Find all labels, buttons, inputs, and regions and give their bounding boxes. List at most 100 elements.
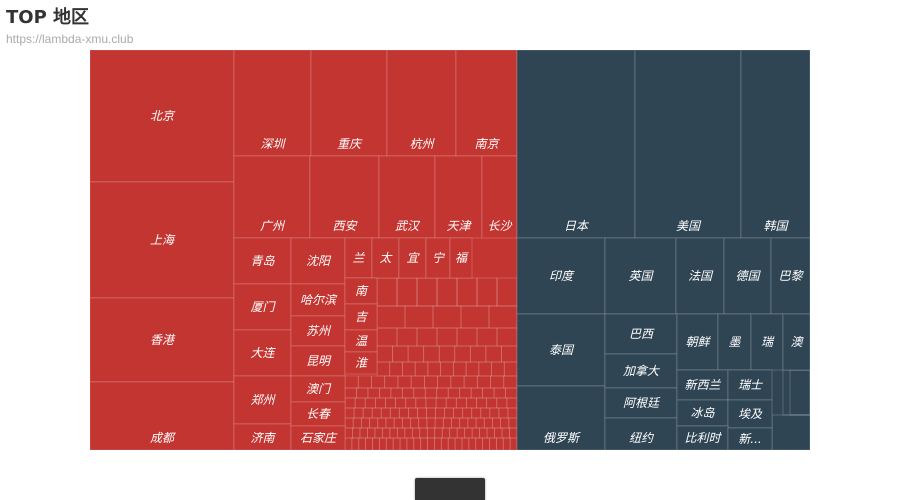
tile-unlabeled[interactable] xyxy=(402,361,416,377)
treemap-tile[interactable]: 俄罗斯 xyxy=(516,385,606,451)
tile-rect[interactable] xyxy=(740,49,811,239)
tile-rect[interactable] xyxy=(233,423,292,451)
tile-unlabeled[interactable] xyxy=(445,397,457,409)
tile-unlabeled[interactable] xyxy=(424,387,438,399)
treemap-tile[interactable]: 昆明 xyxy=(290,345,346,377)
treemap-tile[interactable]: 日本 xyxy=(516,49,636,239)
tile-unlabeled[interactable] xyxy=(352,427,361,439)
tile-unlabeled[interactable] xyxy=(385,397,396,409)
tile-rect[interactable] xyxy=(378,155,436,239)
tile-unlabeled[interactable] xyxy=(456,327,478,347)
tile-unlabeled[interactable] xyxy=(496,397,508,409)
tile-unlabeled[interactable] xyxy=(471,427,481,439)
treemap-tile[interactable]: 太 xyxy=(371,237,400,279)
tile-unlabeled[interactable] xyxy=(413,437,422,451)
tile-unlabeled[interactable] xyxy=(444,407,455,419)
tile-unlabeled[interactable] xyxy=(426,427,436,439)
tile-rect[interactable] xyxy=(449,237,473,279)
tile-unlabeled[interactable] xyxy=(423,375,439,389)
tile-rect[interactable] xyxy=(434,155,483,239)
tile-rect[interactable] xyxy=(727,399,773,429)
tile-unlabeled[interactable] xyxy=(389,407,400,419)
treemap-tile[interactable]: 埃及 xyxy=(727,399,773,429)
tile-unlabeled[interactable] xyxy=(467,417,477,429)
tile-rect[interactable] xyxy=(676,369,729,401)
tile-rect[interactable] xyxy=(604,353,678,389)
tile-unlabeled[interactable] xyxy=(501,427,510,439)
tile-unlabeled[interactable] xyxy=(493,387,506,399)
treemap-tile[interactable]: 深圳 xyxy=(233,49,312,157)
tile-unlabeled[interactable] xyxy=(407,407,418,419)
tile-unlabeled[interactable] xyxy=(417,407,427,419)
tile-unlabeled[interactable] xyxy=(447,437,456,451)
tile-unlabeled[interactable] xyxy=(452,361,467,377)
tile-unlabeled[interactable] xyxy=(413,387,426,399)
tile-unlabeled[interactable] xyxy=(359,427,368,439)
tile-unlabeled[interactable] xyxy=(362,407,373,419)
tile-rect[interactable] xyxy=(634,49,742,239)
tile-unlabeled[interactable] xyxy=(351,437,360,451)
treemap-tile[interactable]: 哈尔滨 xyxy=(290,283,346,317)
treemap-tile[interactable]: 新西兰 xyxy=(676,369,729,401)
tile-unlabeled[interactable] xyxy=(427,361,442,377)
tile-unlabeled[interactable] xyxy=(453,407,464,419)
treemap-tile[interactable]: 重庆 xyxy=(310,49,388,157)
tile-unlabeled[interactable] xyxy=(374,427,383,439)
tile-rect[interactable] xyxy=(309,155,380,239)
treemap-tile[interactable]: 加拿大 xyxy=(604,353,678,389)
tile-unlabeled[interactable] xyxy=(478,361,492,377)
tile-unlabeled[interactable] xyxy=(447,387,461,399)
tile-unlabeled[interactable] xyxy=(399,437,408,451)
tile-unlabeled[interactable] xyxy=(471,407,482,419)
tile-unlabeled[interactable] xyxy=(396,327,418,347)
treemap-tile[interactable]: 福 xyxy=(449,237,473,279)
tile-unlabeled[interactable] xyxy=(425,397,437,409)
treemap-tile[interactable]: 巴黎 xyxy=(770,237,811,315)
tile-rect[interactable] xyxy=(750,313,784,371)
tile-unlabeled[interactable] xyxy=(427,437,435,451)
tile-unlabeled[interactable] xyxy=(492,417,502,429)
tile-unlabeled[interactable] xyxy=(367,387,380,399)
tile-unlabeled[interactable] xyxy=(372,437,380,451)
tile-unlabeled[interactable] xyxy=(465,361,480,377)
treemap-tile[interactable]: 冰岛 xyxy=(676,399,729,427)
tile-unlabeled[interactable] xyxy=(385,437,394,451)
tile-rect[interactable] xyxy=(290,283,346,317)
tile-unlabeled[interactable] xyxy=(436,387,449,399)
tile-unlabeled[interactable] xyxy=(476,397,488,409)
tile-unlabeled[interactable] xyxy=(426,417,436,429)
treemap-tile[interactable]: 青岛 xyxy=(233,237,292,285)
tile-unlabeled[interactable] xyxy=(385,417,395,429)
tile-unlabeled[interactable] xyxy=(435,397,447,409)
tile-unlabeled[interactable] xyxy=(434,427,443,439)
tile-unlabeled[interactable] xyxy=(401,417,411,429)
tile-unlabeled[interactable] xyxy=(381,427,391,439)
tile-unlabeled[interactable] xyxy=(423,345,440,363)
tile-rect[interactable] xyxy=(344,303,378,331)
tile-rect[interactable] xyxy=(516,49,636,239)
tile-unlabeled[interactable] xyxy=(451,417,461,429)
treemap-tile[interactable]: 杭州 xyxy=(386,49,457,157)
treemap-tile[interactable]: 厦门 xyxy=(233,283,292,331)
tile-rect[interactable] xyxy=(604,417,678,451)
tile-unlabeled[interactable] xyxy=(464,427,473,439)
tile-unlabeled[interactable] xyxy=(397,375,412,389)
treemap-tile[interactable]: 美国 xyxy=(634,49,742,239)
tile-unlabeled[interactable] xyxy=(489,437,497,451)
treemap-tile[interactable]: 印度 xyxy=(516,237,606,315)
tile-unlabeled[interactable] xyxy=(476,327,498,347)
tile-rect[interactable] xyxy=(516,313,606,387)
treemap-tile[interactable]: 阿根廷 xyxy=(604,387,678,419)
tile-unlabeled[interactable] xyxy=(389,361,403,377)
tile-unlabeled[interactable] xyxy=(410,417,420,429)
tile-unlabeled[interactable] xyxy=(389,427,398,439)
treemap-tile[interactable]: 英国 xyxy=(604,237,677,315)
tile-unlabeled[interactable] xyxy=(466,397,477,409)
treemap-tile[interactable]: 石家庄 xyxy=(290,425,346,451)
tile-unlabeled[interactable] xyxy=(414,361,429,377)
tile-unlabeled[interactable] xyxy=(410,375,425,389)
tile-unlabeled[interactable] xyxy=(480,407,491,419)
tile-unlabeled[interactable] xyxy=(462,407,473,419)
tile-rect[interactable] xyxy=(89,381,235,451)
treemap-tile[interactable]: 德国 xyxy=(723,237,772,315)
